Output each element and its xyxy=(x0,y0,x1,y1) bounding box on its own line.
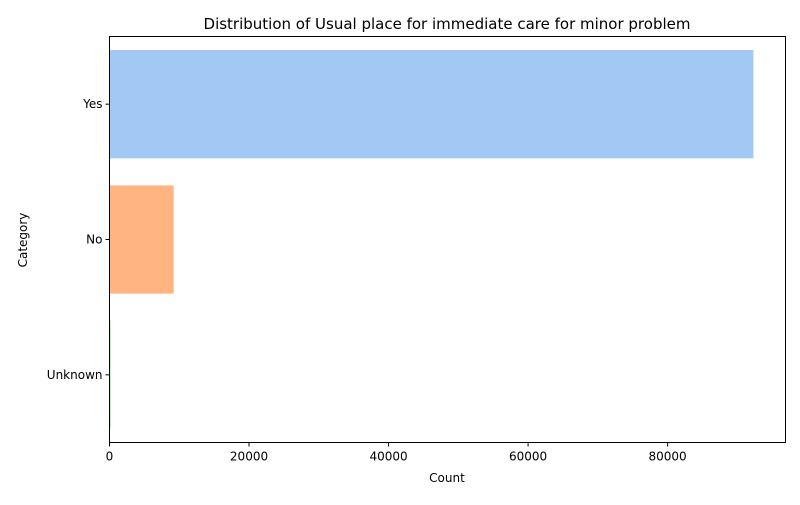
x-axis-label: Count xyxy=(429,471,465,485)
y-tick-label-yes: Yes xyxy=(82,97,102,111)
x-axis-ticks: 0 20000 40000 60000 80000 xyxy=(106,442,687,464)
chart-title: Distribution of Usual place for immediat… xyxy=(204,15,691,33)
x-tick-label-20000: 20000 xyxy=(230,450,268,464)
bar-yes xyxy=(109,50,754,159)
bars-group xyxy=(109,50,754,429)
y-axis-ticks: Yes No Unknown xyxy=(47,97,110,382)
bar-no xyxy=(109,185,174,294)
plot-frame xyxy=(109,36,786,443)
x-tick-label-60000: 60000 xyxy=(509,450,547,464)
x-tick-label-40000: 40000 xyxy=(369,450,407,464)
y-tick-label-unknown: Unknown xyxy=(47,368,103,382)
x-tick-label-80000: 80000 xyxy=(649,450,687,464)
bar-unknown xyxy=(109,320,111,429)
y-axis-label: Category xyxy=(16,213,30,268)
y-tick-label-no: No xyxy=(86,233,102,247)
x-tick-label-0: 0 xyxy=(106,450,114,464)
